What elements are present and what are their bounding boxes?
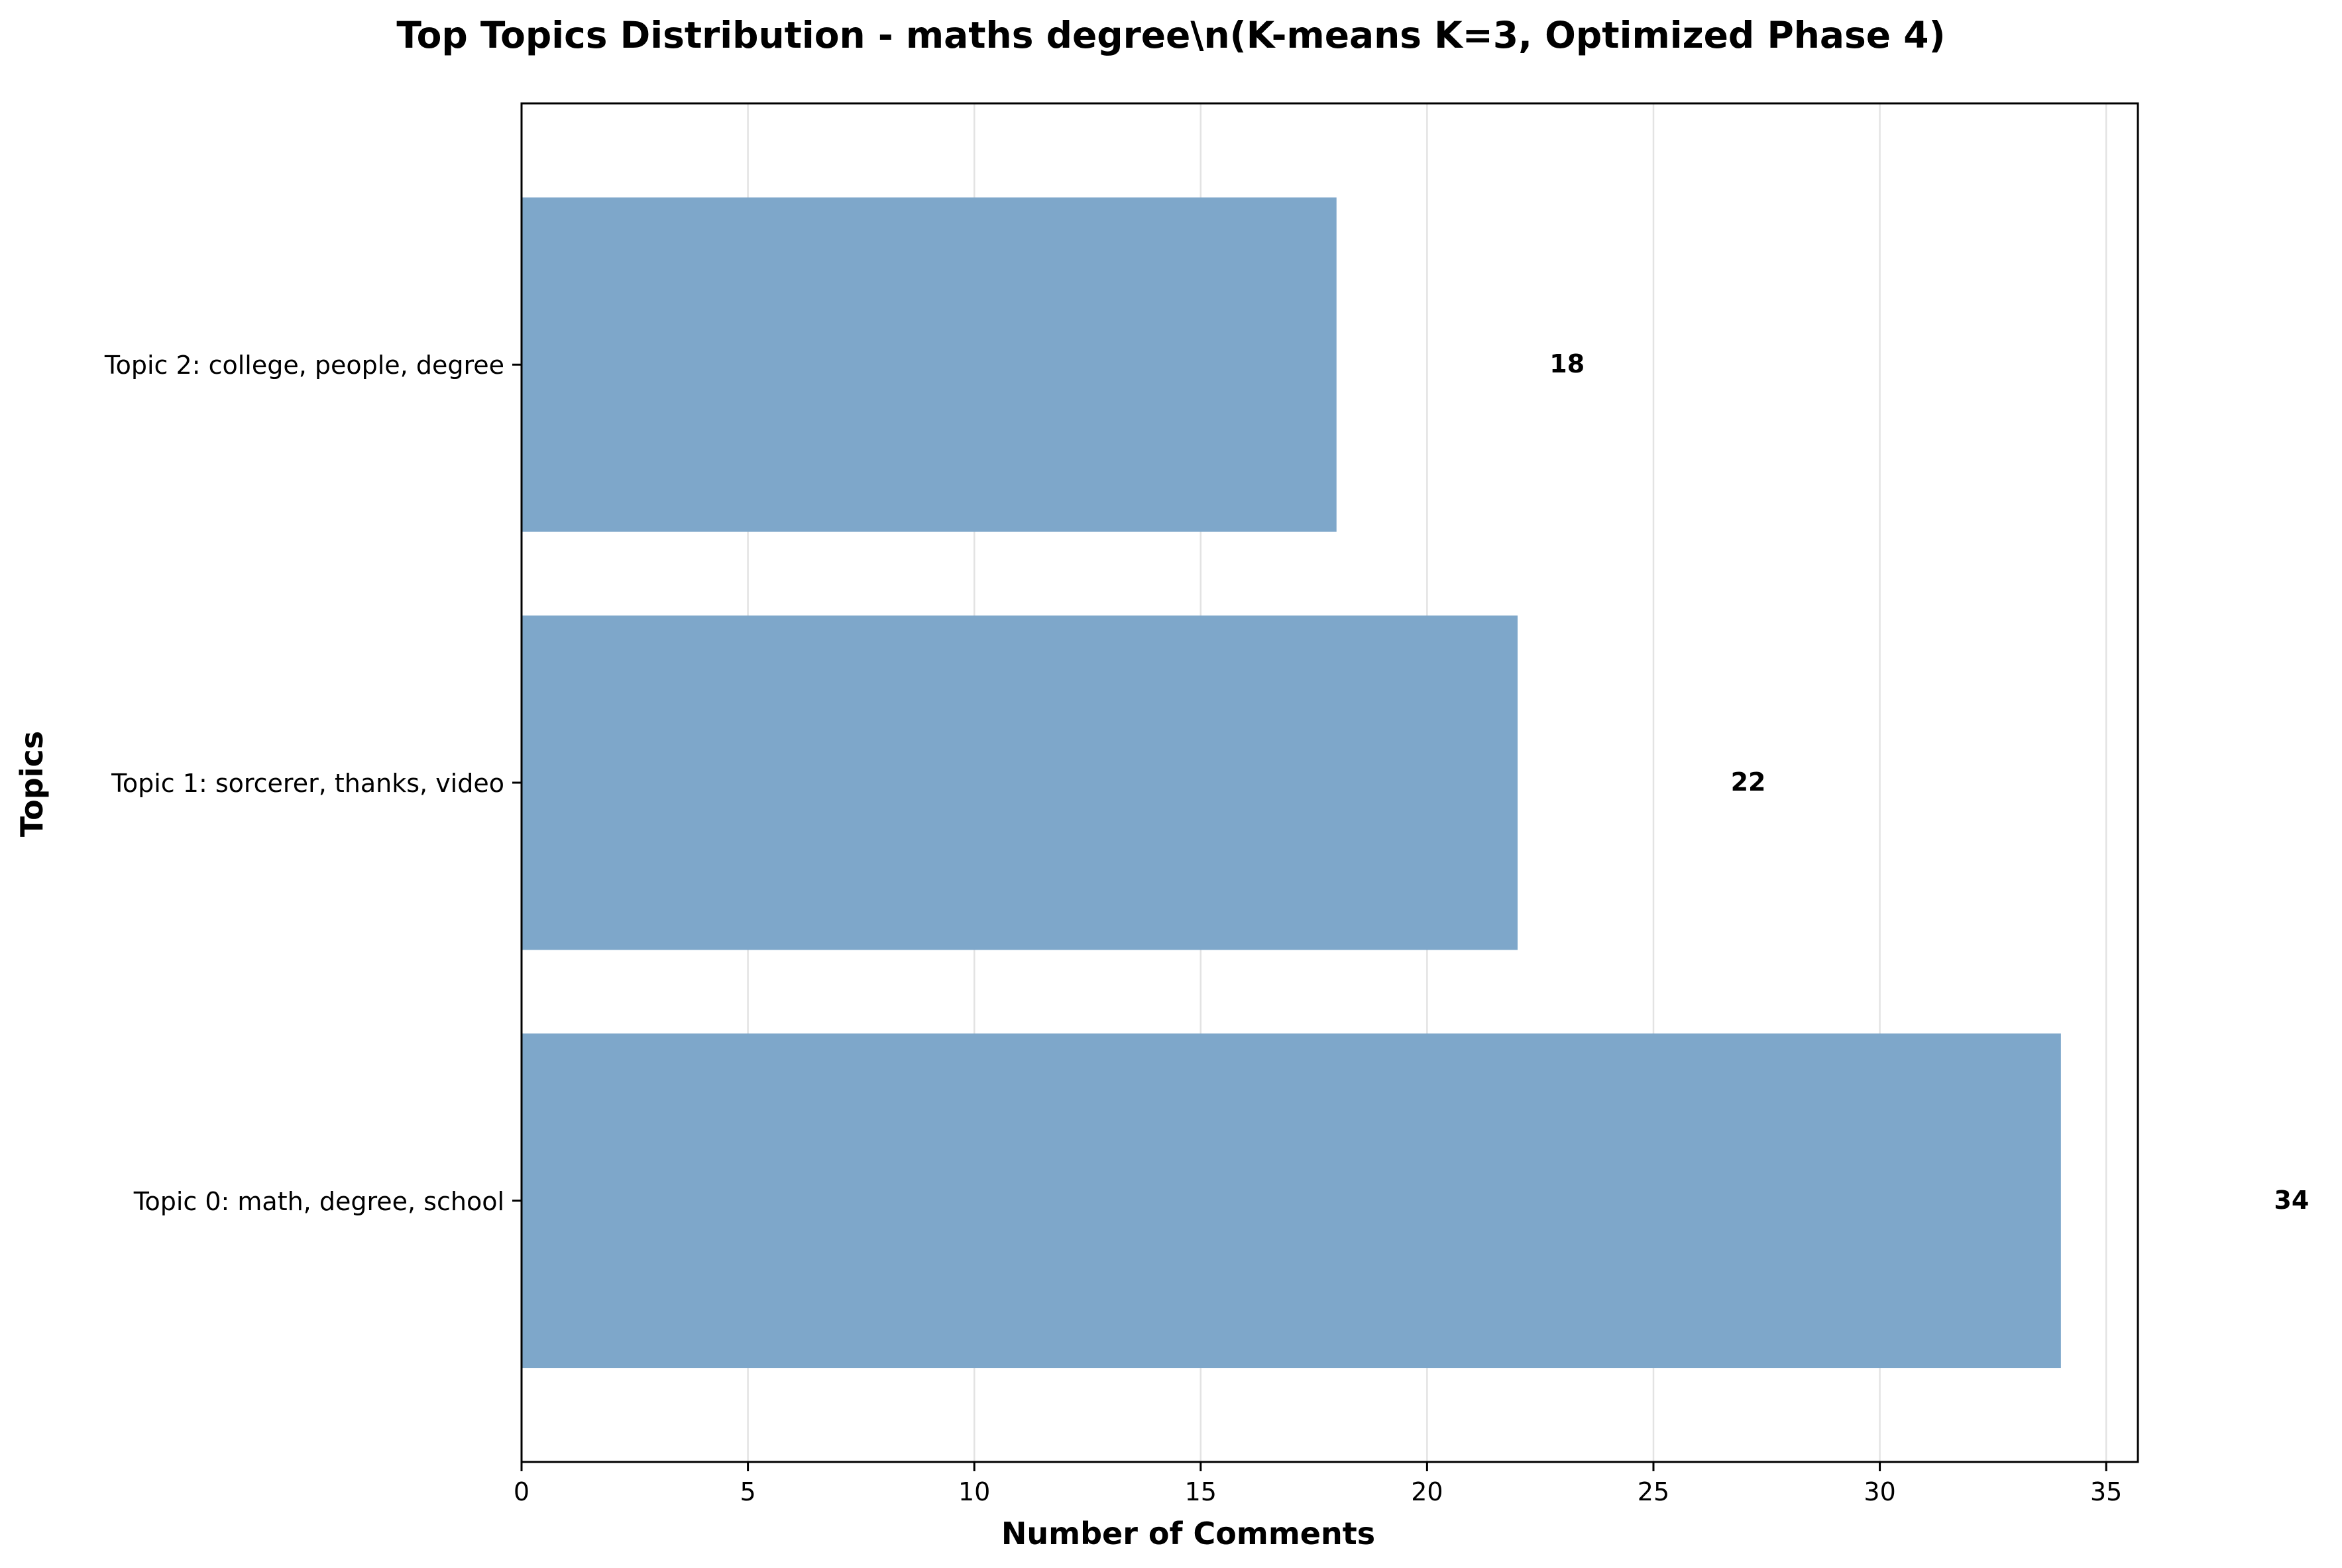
- y-tick-label-0: Topic 0: math, degree, school: [133, 1187, 504, 1216]
- x-tick-label-1: 5: [740, 1477, 756, 1506]
- bar-topic-1: [522, 615, 1518, 950]
- chart-title: Top Topics Distribution - maths degree\n…: [396, 14, 1945, 56]
- x-tick-label-0: 0: [514, 1477, 530, 1506]
- y-axis-ticks: Topic 0: math, degree, school Topic 1: so…: [104, 351, 522, 1216]
- x-tick-label-2: 10: [958, 1477, 990, 1506]
- x-tick-label-5: 25: [1638, 1477, 1669, 1506]
- x-axis-label: Number of Comments: [1001, 1516, 1375, 1551]
- x-axis-ticks: 0 5 10 15 20 25 30 35: [514, 1462, 2122, 1506]
- bar-topic-0: [522, 1033, 2061, 1369]
- bars: [522, 197, 2061, 1369]
- value-label-1: 22: [1731, 767, 1766, 797]
- x-tick-label-6: 30: [1864, 1477, 1895, 1506]
- y-tick-label-1: Topic 1: sorcerer, thanks, video: [111, 769, 504, 798]
- y-tick-label-2: Topic 2: college, people, degree: [104, 351, 504, 380]
- value-label-2: 18: [1549, 349, 1585, 378]
- y-axis-label: Topics: [14, 731, 50, 837]
- x-tick-label-3: 15: [1185, 1477, 1217, 1506]
- value-label-0: 34: [2274, 1186, 2309, 1215]
- bar-topic-2: [522, 197, 1337, 532]
- x-tick-label-4: 20: [1411, 1477, 1443, 1506]
- x-tick-label-7: 35: [2090, 1477, 2122, 1506]
- value-labels: 34 22 18: [1549, 349, 2309, 1215]
